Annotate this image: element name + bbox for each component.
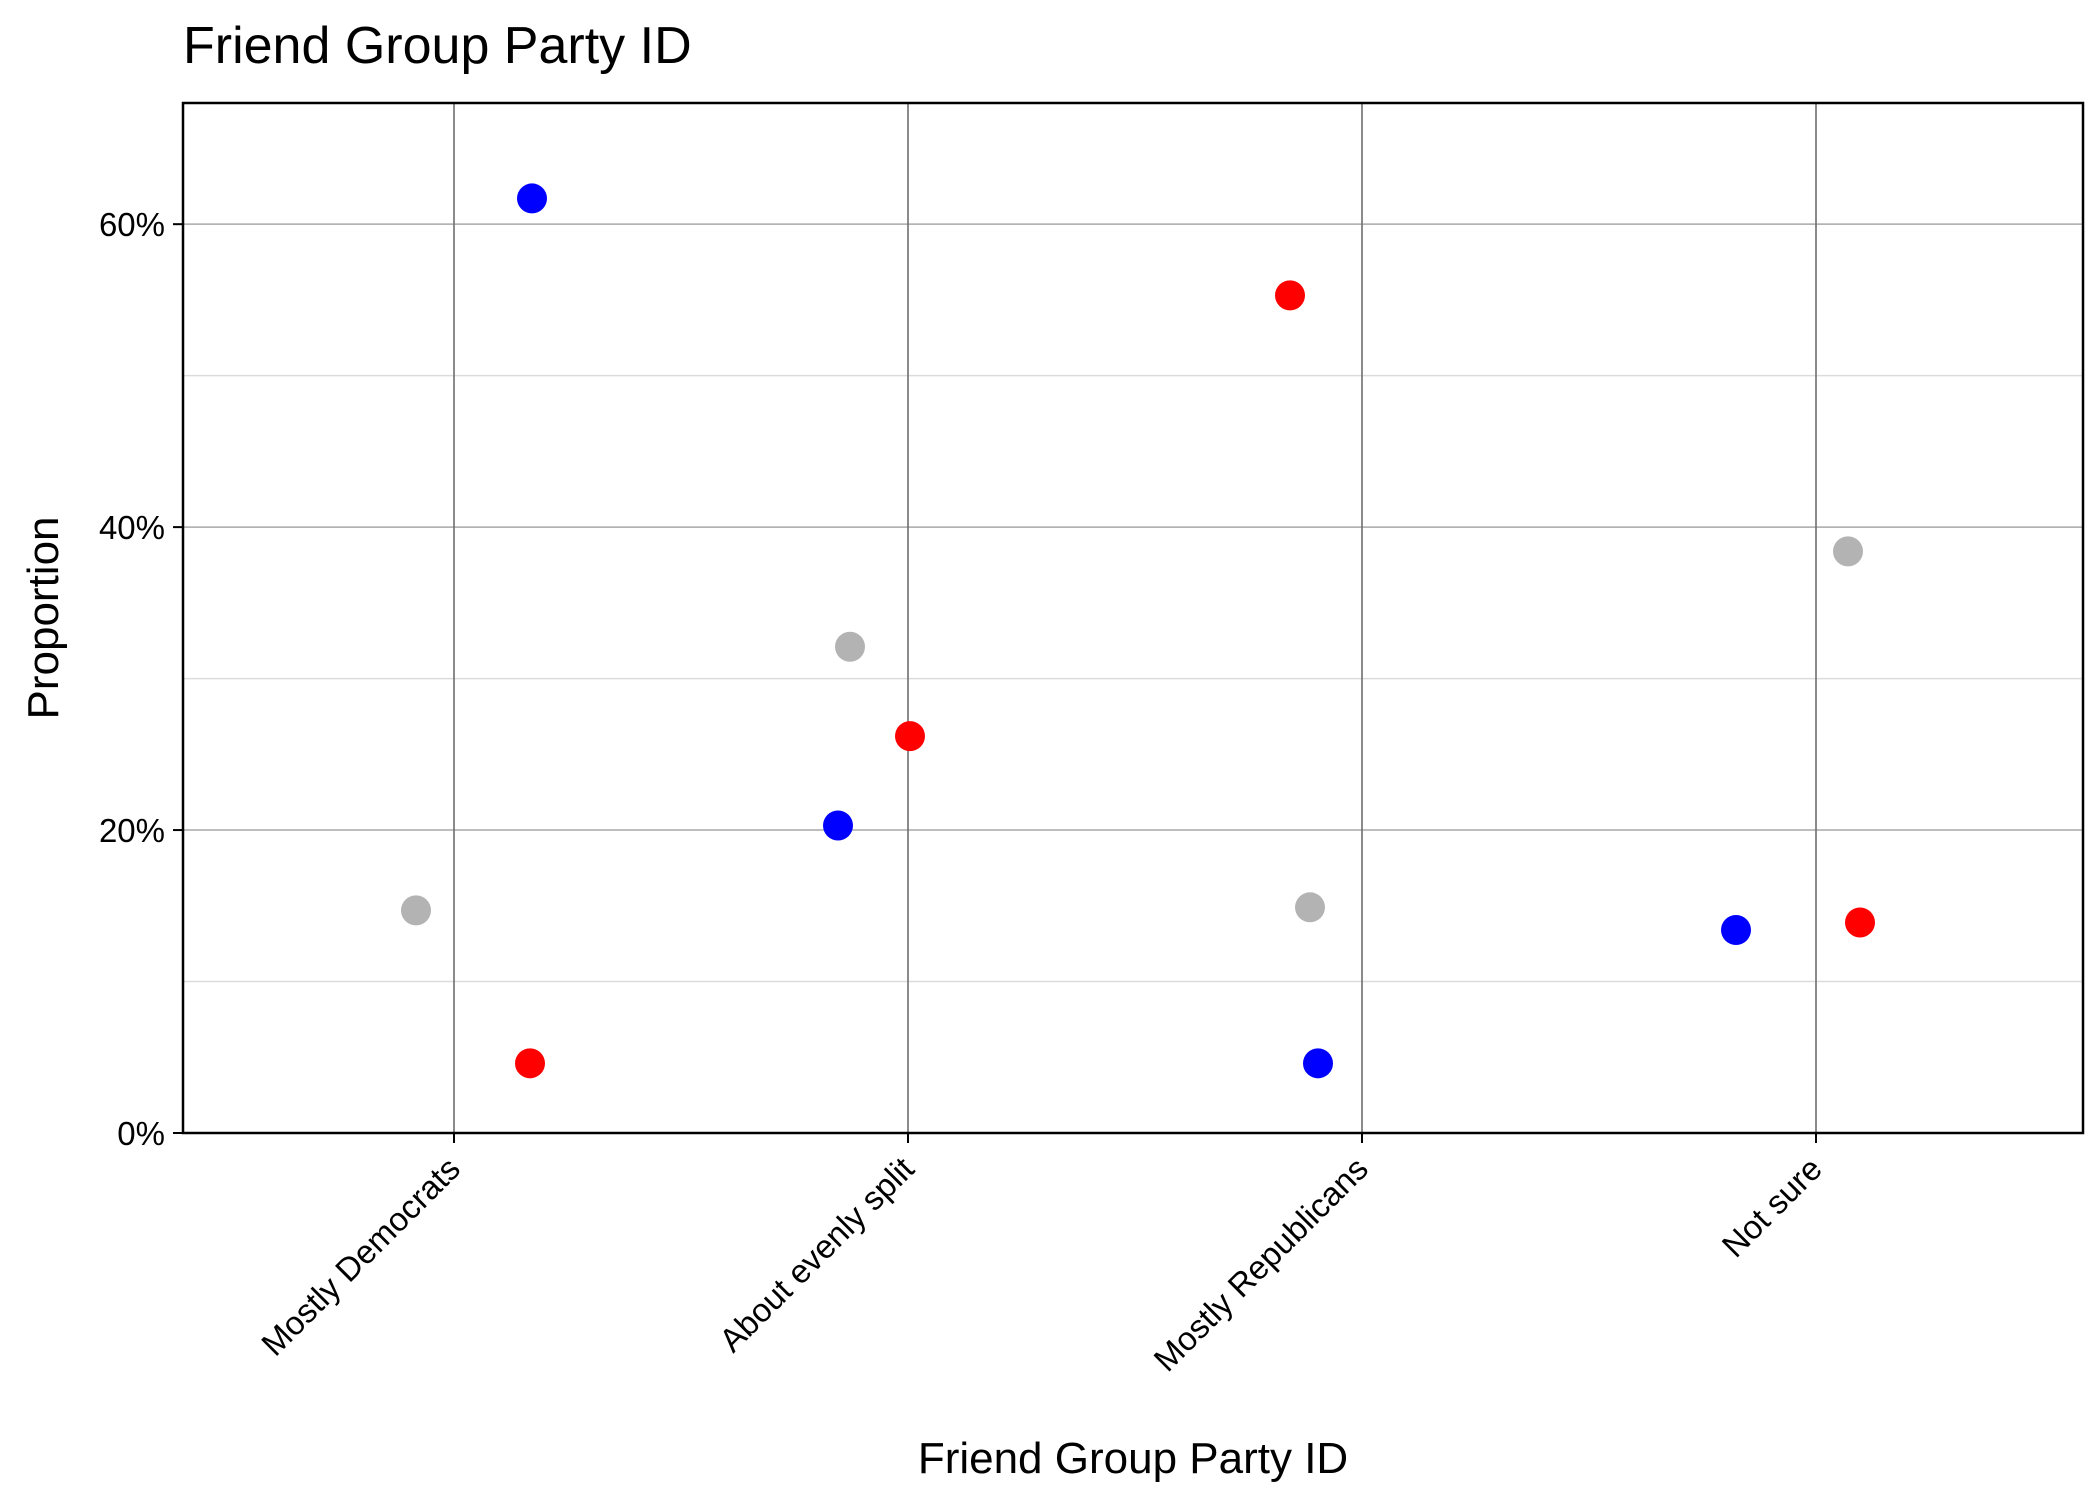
data-point (517, 183, 547, 214)
chart-title: Friend Group Party ID (183, 17, 692, 75)
y-axis-title: Proportion (19, 516, 68, 719)
y-tick-label: 20% (99, 812, 165, 849)
x-tick-label: Mostly Republicans (1146, 1150, 1374, 1378)
data-point (1833, 536, 1863, 567)
data-point (1295, 892, 1325, 923)
y-tick-label: 60% (99, 206, 165, 243)
x-tick-label: Mostly Democrats (254, 1150, 467, 1363)
grid (183, 103, 2083, 1134)
x-tick-label: About evenly split (712, 1150, 921, 1359)
plot-frame (181, 101, 2085, 1135)
x-axis-ticks: Mostly Democrats About evenly split Mostly… (254, 1133, 1829, 1378)
x-axis-title: Friend Group Party ID (918, 1434, 1348, 1483)
y-axis-ticks: 0% 20% 40% 60% (99, 206, 183, 1152)
data-point (515, 1048, 545, 1079)
data-points (401, 183, 1875, 1079)
data-point (835, 631, 865, 662)
data-point (1303, 1048, 1333, 1079)
data-point (823, 810, 853, 841)
y-tick-label: 40% (99, 509, 165, 546)
x-tick-label: Not sure (1715, 1150, 1829, 1264)
data-point (1845, 907, 1875, 938)
data-point (401, 895, 431, 926)
y-tick-label: 0% (117, 1115, 165, 1152)
data-point (1721, 915, 1751, 946)
data-point (1275, 280, 1305, 311)
data-point (895, 721, 925, 752)
